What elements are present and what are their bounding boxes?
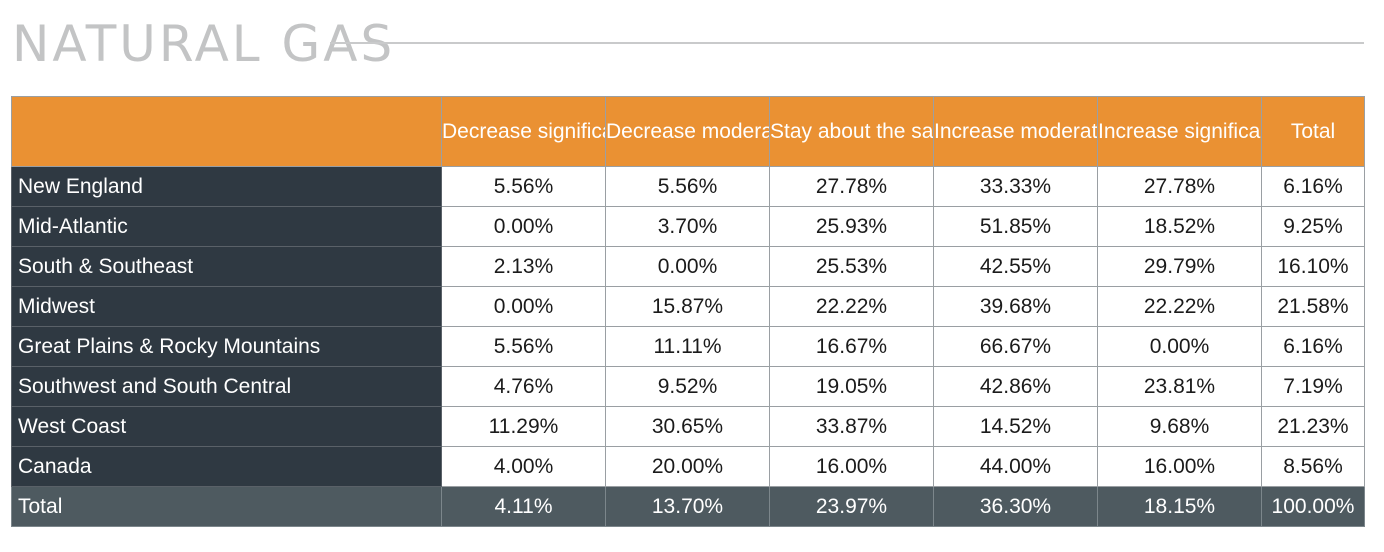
table-cell: 0.00% [441,286,606,327]
row-label: South & Southeast [11,246,442,287]
column-header-total: Total [1261,96,1365,167]
column-header-decrease-significantly: Decrease significantly [441,96,606,167]
table-cell: 2.13% [441,246,606,287]
row-label: Midwest [11,286,442,327]
table-cell: 7.19% [1261,366,1365,407]
column-header-stay-about-the-same: Stay about the same [769,96,934,167]
page-title: NATURAL GAS [12,15,396,73]
table-cell: 5.56% [441,166,606,207]
table-cell: 0.00% [605,246,770,287]
table-cell: 16.67% [769,326,934,367]
table-cell: 5.56% [441,326,606,367]
natural-gas-table: Decrease significantly Decrease moderate… [11,96,1365,527]
table-body: New England 5.56% 5.56% 27.78% 33.33% 27.78% 6… [11,166,1365,527]
table-cell: 22.22% [1097,286,1262,327]
row-label: Mid-Atlantic [11,206,442,247]
table-cell: 42.86% [933,366,1098,407]
table-cell: 18.52% [1097,206,1262,247]
header-row: Decrease significantly Decrease moderate… [11,96,1365,167]
table-row: Southwest and South Central 4.76% 9.52% 19.… [11,366,1365,407]
table-cell: 25.53% [769,246,934,287]
table-cell: 27.78% [1097,166,1262,207]
table-cell: 4.00% [441,446,606,487]
table-cell: 9.25% [1261,206,1365,247]
row-label: West Coast [11,406,442,447]
table-row: West Coast 11.29% 30.65% 33.87% 14.52% 9.68% 2… [11,406,1365,447]
table-cell: 0.00% [1097,326,1262,367]
table-row: New England 5.56% 5.56% 27.78% 33.33% 27.78% 6… [11,166,1365,207]
table-cell: 30.65% [605,406,770,447]
table-cell: 16.00% [1097,446,1262,487]
total-cell: 13.70% [605,486,770,527]
row-label: Southwest and South Central [11,366,442,407]
table-cell: 39.68% [933,286,1098,327]
table-cell: 23.81% [1097,366,1262,407]
title-divider [330,42,1364,44]
table-cell: 21.58% [1261,286,1365,327]
table-row: Canada 4.00% 20.00% 16.00% 44.00% 16.00% 8.56% [11,446,1365,487]
total-cell: 36.30% [933,486,1098,527]
table-cell: 9.68% [1097,406,1262,447]
column-header-increase-moderately: Increase moderately [933,96,1098,167]
row-label: Canada [11,446,442,487]
total-cell: 4.11% [441,486,606,527]
table-cell: 42.55% [933,246,1098,287]
table-cell: 20.00% [605,446,770,487]
table-row: Midwest 0.00% 15.87% 22.22% 39.68% 22.22% 21.5… [11,286,1365,327]
total-row: Total 4.11% 13.70% 23.97% 36.30% 18.15% 100.00… [11,486,1365,527]
table-cell: 6.16% [1261,326,1365,367]
table-cell: 16.00% [769,446,934,487]
table-cell: 11.11% [605,326,770,367]
table-cell: 19.05% [769,366,934,407]
table-cell: 4.76% [441,366,606,407]
table-cell: 9.52% [605,366,770,407]
table-row: Great Plains & Rocky Mountains 5.56% 11.11… [11,326,1365,367]
table-cell: 51.85% [933,206,1098,247]
table-cell: 11.29% [441,406,606,447]
table-cell: 6.16% [1261,166,1365,207]
table-cell: 14.52% [933,406,1098,447]
total-row-label: Total [11,486,442,527]
table-cell: 25.93% [769,206,934,247]
table-cell: 16.10% [1261,246,1365,287]
column-header-increase-significantly: Increase significantly [1097,96,1262,167]
row-label: Great Plains & Rocky Mountains [11,326,442,367]
table-cell: 22.22% [769,286,934,327]
table-cell: 44.00% [933,446,1098,487]
table-cell: 5.56% [605,166,770,207]
table-cell: 0.00% [441,206,606,247]
table-cell: 66.67% [933,326,1098,367]
table-row: Mid-Atlantic 0.00% 3.70% 25.93% 51.85% 18.52%… [11,206,1365,247]
column-header-decrease-moderately: Decrease moderately [605,96,770,167]
table-row: South & Southeast 2.13% 0.00% 25.53% 42.55% 2… [11,246,1365,287]
title-row: NATURAL GAS [12,14,1364,74]
table-cell: 33.33% [933,166,1098,207]
table-cell: 27.78% [769,166,934,207]
table-cell: 3.70% [605,206,770,247]
total-cell: 18.15% [1097,486,1262,527]
table-cell: 33.87% [769,406,934,447]
total-cell: 100.00% [1261,486,1365,527]
table-cell: 29.79% [1097,246,1262,287]
table-cell: 15.87% [605,286,770,327]
row-label: New England [11,166,442,207]
corner-header-cell [11,96,442,167]
table-cell: 8.56% [1261,446,1365,487]
total-cell: 23.97% [769,486,934,527]
table-cell: 21.23% [1261,406,1365,447]
